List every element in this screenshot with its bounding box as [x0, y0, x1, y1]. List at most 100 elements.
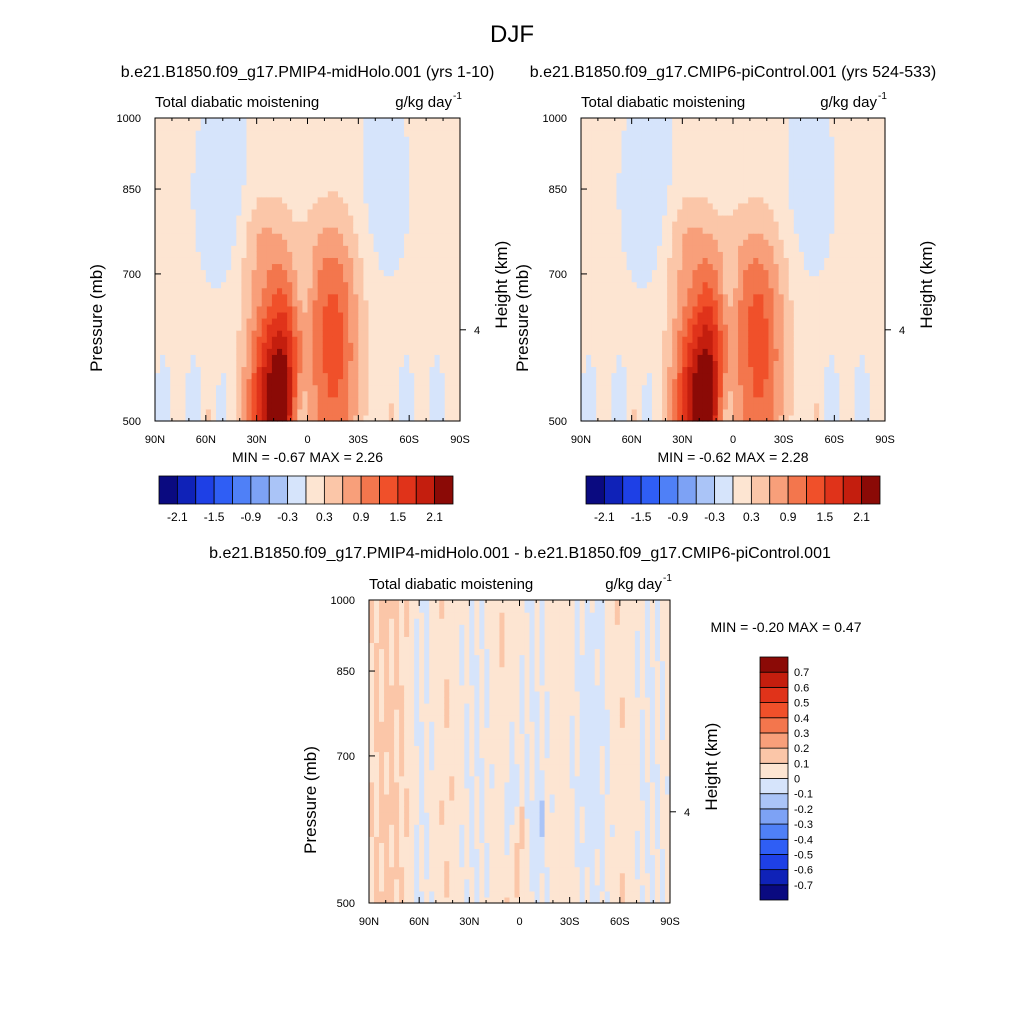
contour-cell: [307, 354, 314, 361]
contour-cell: [348, 160, 354, 168]
contour-cell: [449, 348, 456, 355]
contour-cell: [429, 178, 436, 186]
contour-cell: [292, 372, 298, 380]
contour-cell: [277, 269, 283, 277]
contour-cell: [581, 390, 587, 398]
contour-cell: [256, 342, 263, 349]
colorbar-swatch: [415, 475, 436, 505]
contour-cell: [626, 293, 633, 301]
contour-cell: [419, 372, 426, 380]
contour-cell: [586, 366, 592, 374]
contour-cell: [429, 299, 436, 307]
contour-cell: [266, 299, 273, 307]
contour-cell: [631, 317, 638, 325]
contour-cell: [200, 251, 207, 258]
contour-cell: [185, 214, 192, 222]
contour-cell: [616, 275, 623, 283]
contour-cell: [205, 166, 212, 174]
contour-cell: [160, 378, 166, 386]
contour-cell: [646, 275, 653, 283]
contour-cell: [677, 311, 683, 319]
contour-cell: [317, 311, 324, 319]
contour-cell: [317, 317, 324, 325]
contour-cell: [672, 372, 678, 380]
contour-cell: [641, 324, 648, 331]
contour-cell: [185, 311, 192, 319]
contour-cell: [282, 342, 288, 349]
contour-cell: [205, 148, 212, 155]
contour-cell: [358, 384, 365, 392]
contour-cell: [399, 281, 405, 289]
contour-cell: [657, 160, 663, 168]
contour-cell: [256, 299, 263, 307]
contour-cell: [388, 360, 395, 368]
contour-cell: [611, 378, 618, 386]
contour-cell: [682, 317, 688, 325]
contour-cell: [697, 202, 704, 210]
contour-cell: [287, 378, 293, 386]
contour-cell: [317, 221, 324, 228]
contour-cell: [616, 130, 623, 137]
contour-cell: [743, 378, 749, 386]
contour-cell: [307, 196, 314, 204]
contour-cell: [768, 287, 775, 295]
contour-cell: [170, 414, 176, 422]
contour-cell: [221, 305, 227, 313]
contour-cell: [378, 402, 385, 410]
contour-cell: [768, 227, 775, 234]
contour-cell: [343, 414, 349, 422]
contour-cell: [651, 317, 658, 325]
contour-cell: [338, 251, 344, 258]
contour-cell: [657, 330, 663, 337]
contour-cell: [378, 208, 385, 216]
contour-cell: [606, 305, 612, 313]
contour-cell: [748, 227, 754, 234]
contour-cell: [429, 390, 436, 398]
contour-cell: [312, 202, 319, 210]
contour-cell: [332, 202, 339, 210]
contour-cell: [743, 366, 749, 374]
contour-cell: [702, 360, 709, 368]
contour-cell: [707, 142, 714, 149]
contour-cell: [266, 348, 273, 355]
contour-cell: [327, 184, 334, 192]
contour-cell: [743, 184, 749, 192]
contour-cell: [692, 402, 699, 410]
contour-cell: [307, 293, 314, 301]
contour-cell: [657, 360, 663, 368]
contour-cell: [322, 148, 329, 155]
contour-cell: [378, 178, 385, 186]
contour-cell: [712, 202, 719, 210]
contour-cell: [277, 287, 283, 295]
contour-cell: [175, 342, 182, 349]
contour-cell: [651, 130, 658, 137]
contour-cell: [722, 396, 729, 404]
contour-cell: [231, 414, 237, 422]
contour-cell: [180, 311, 187, 319]
contour-cell: [378, 293, 385, 301]
contour-cell: [205, 208, 212, 216]
contour-cell: [399, 251, 405, 258]
contour-cell: [581, 257, 587, 265]
contour-cell: [409, 221, 415, 228]
contour-cell: [419, 190, 426, 198]
contour-cell: [348, 324, 354, 331]
contour-cell: [393, 178, 400, 186]
contour-cell: [606, 317, 612, 325]
contour-cell: [205, 251, 212, 258]
contour-cell: [226, 317, 232, 325]
contour-cell: [190, 299, 197, 307]
contour-cell: [657, 384, 663, 392]
contour-cell: [155, 305, 161, 313]
contour-cell: [393, 336, 400, 343]
contour-cell: [338, 172, 344, 180]
contour-cell: [307, 402, 314, 410]
contour-cell: [434, 330, 441, 337]
contour-cell: [277, 396, 283, 404]
contour-cell: [312, 124, 319, 131]
contour-cell: [180, 245, 187, 252]
contour-cell: [266, 148, 273, 155]
contour-cell: [317, 372, 324, 380]
contour-cell: [439, 311, 446, 319]
contour-cell: [722, 214, 729, 222]
